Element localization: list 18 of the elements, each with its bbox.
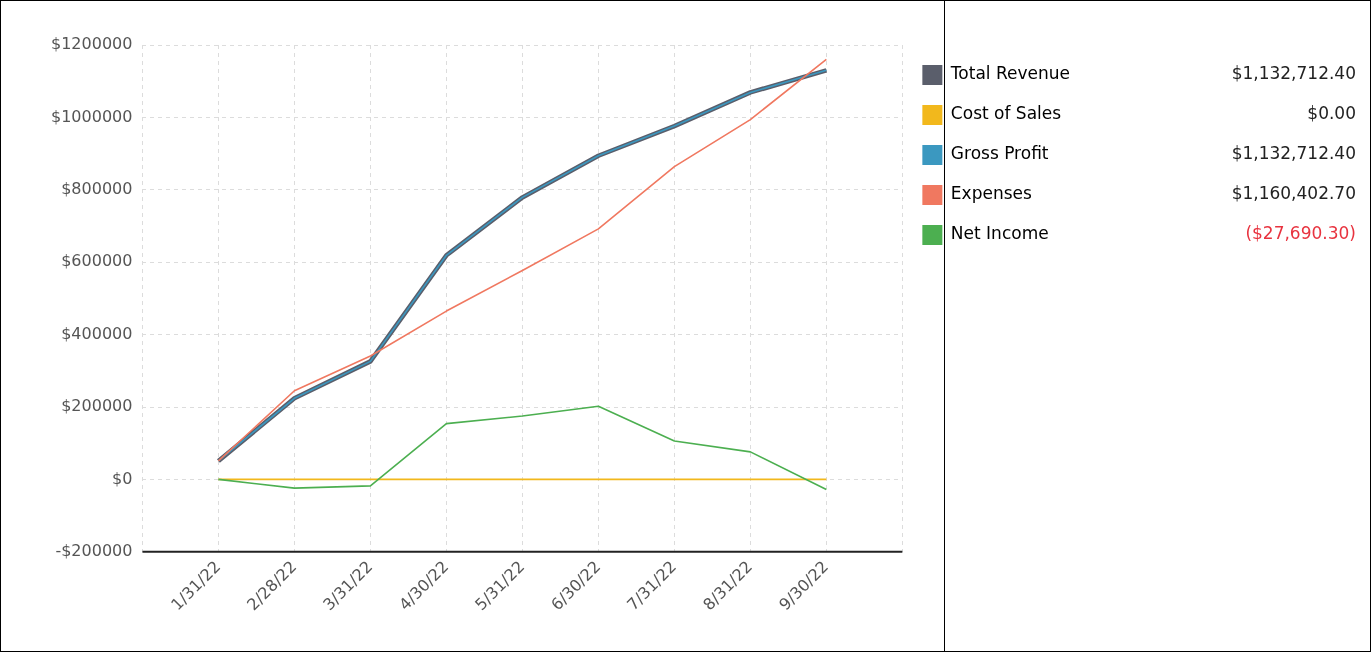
y-tick-label: -$200000	[55, 540, 133, 560]
text: $1,160,402.70	[1231, 183, 1356, 204]
legend-label: Expenses	[950, 183, 1032, 204]
y-tick-label: $0	[112, 468, 133, 488]
y-tick-label: $1200000	[51, 34, 133, 54]
y-tick-label: $400000	[61, 323, 133, 343]
y-tick-label: $200000	[61, 396, 133, 416]
legend-label: Total Revenue	[949, 63, 1071, 84]
y-tick-label: $600000	[61, 251, 133, 271]
text: $1,132,712.40	[1231, 63, 1356, 84]
text: $0.00	[1307, 103, 1356, 124]
y-tick-label: $1000000	[51, 106, 133, 126]
legend-label: Gross Profit	[950, 143, 1049, 164]
text: $1,132,712.40	[1231, 143, 1356, 164]
legend-label: Cost of Sales	[950, 103, 1062, 124]
y-tick-label: $800000	[61, 178, 133, 198]
legend-label: Net Income	[950, 223, 1049, 244]
text: ($27,690.30)	[1245, 223, 1356, 244]
